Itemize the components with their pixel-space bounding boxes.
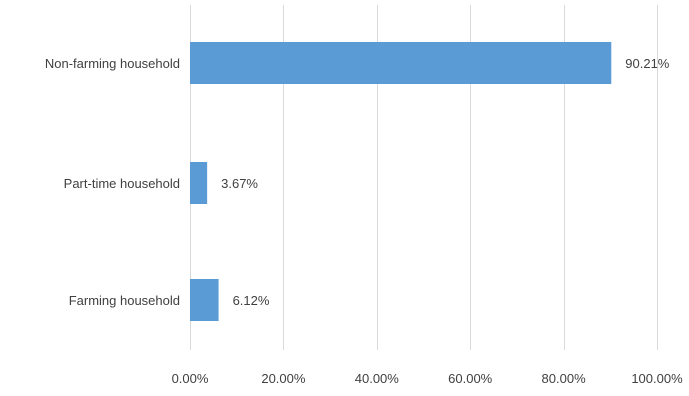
category-label: Part-time household bbox=[64, 176, 180, 191]
bar bbox=[190, 279, 219, 321]
category-labels: Non-farming household Part-time household… bbox=[45, 56, 180, 308]
x-tick-label: 0.00% bbox=[172, 371, 209, 386]
x-axis-tick-labels: 0.00% 20.00% 40.00% 60.00% 80.00% 100.00% bbox=[172, 371, 684, 386]
x-tick-label: 40.00% bbox=[355, 371, 400, 386]
category-label: Farming household bbox=[69, 293, 180, 308]
data-label: 90.21% bbox=[625, 56, 670, 71]
bars bbox=[190, 42, 612, 321]
category-label: Non-farming household bbox=[45, 56, 180, 71]
x-tick-label: 20.00% bbox=[261, 371, 306, 386]
bar bbox=[190, 162, 208, 204]
data-labels: 90.21% 3.67% 6.12% bbox=[221, 56, 670, 308]
x-tick-label: 80.00% bbox=[542, 371, 587, 386]
bar bbox=[190, 42, 612, 84]
data-label: 6.12% bbox=[233, 293, 270, 308]
data-label: 3.67% bbox=[221, 176, 258, 191]
x-tick-label: 60.00% bbox=[448, 371, 493, 386]
x-tick-label: 100.00% bbox=[631, 371, 683, 386]
